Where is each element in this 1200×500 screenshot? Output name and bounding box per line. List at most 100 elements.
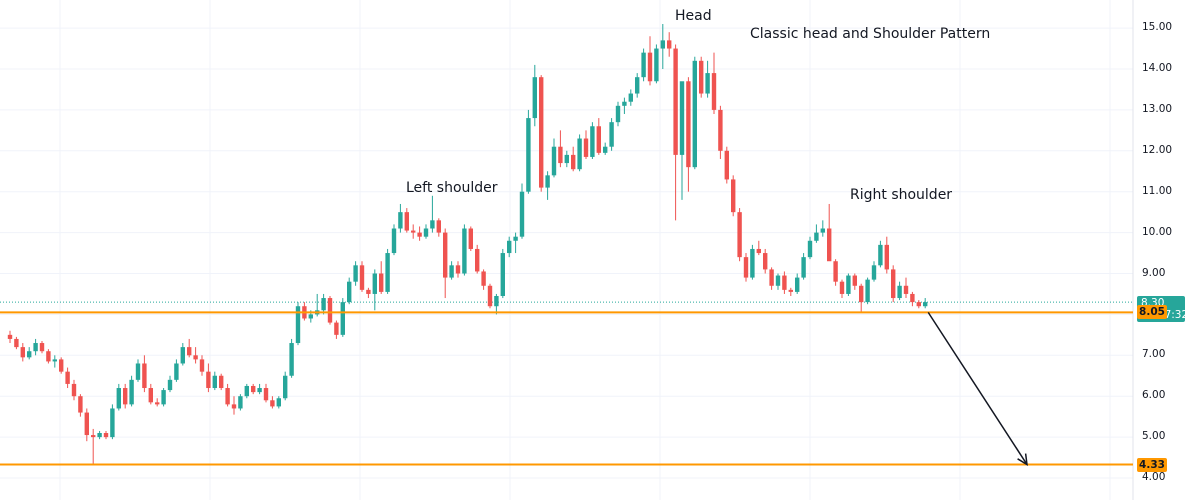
candle[interactable]: [532, 64, 537, 127]
candle[interactable]: [692, 56, 697, 170]
candle[interactable]: [359, 261, 365, 292]
candle[interactable]: [244, 383, 249, 399]
candle[interactable]: [155, 398, 160, 407]
candle[interactable]: [443, 228, 448, 299]
candle[interactable]: [187, 338, 192, 358]
candle[interactable]: [583, 130, 589, 159]
candle[interactable]: [769, 267, 774, 290]
candle[interactable]: [686, 77, 691, 192]
candle[interactable]: [97, 430, 102, 440]
candle[interactable]: [743, 253, 749, 282]
candle[interactable]: [148, 383, 153, 405]
candle[interactable]: [603, 142, 608, 155]
candle[interactable]: [615, 101, 621, 127]
candle[interactable]: [558, 130, 563, 168]
candle[interactable]: [295, 302, 301, 346]
candle[interactable]: [763, 248, 768, 274]
candle[interactable]: [449, 261, 454, 280]
candle[interactable]: [123, 383, 128, 409]
candle[interactable]: [628, 89, 633, 106]
candle[interactable]: [398, 203, 403, 233]
candle[interactable]: [673, 44, 678, 221]
candle[interactable]: [539, 75, 544, 192]
candle[interactable]: [71, 379, 77, 401]
candle[interactable]: [468, 226, 473, 252]
candle[interactable]: [251, 383, 256, 395]
candle[interactable]: [513, 232, 518, 254]
projection-arrow[interactable]: [927, 311, 1028, 466]
candle[interactable]: [795, 273, 800, 294]
candle[interactable]: [142, 355, 147, 393]
candle[interactable]: [225, 383, 230, 407]
candle[interactable]: [379, 261, 384, 294]
candle[interactable]: [199, 355, 205, 376]
candle[interactable]: [302, 302, 307, 321]
candle[interactable]: [78, 394, 83, 417]
candle[interactable]: [270, 396, 275, 409]
candle[interactable]: [827, 203, 832, 262]
candle[interactable]: [545, 171, 550, 200]
candle[interactable]: [679, 81, 685, 200]
candle[interactable]: [289, 338, 294, 378]
candle[interactable]: [238, 394, 243, 411]
candle[interactable]: [14, 336, 19, 350]
candle[interactable]: [839, 279, 845, 299]
candle[interactable]: [65, 367, 70, 389]
candle[interactable]: [699, 56, 704, 98]
candle[interactable]: [782, 271, 787, 294]
candle[interactable]: [737, 208, 742, 262]
candle[interactable]: [91, 428, 96, 464]
candle[interactable]: [385, 248, 390, 294]
candle[interactable]: [206, 363, 211, 393]
candle[interactable]: [174, 359, 179, 382]
candle[interactable]: [833, 259, 838, 286]
candle[interactable]: [372, 269, 377, 311]
candle[interactable]: [391, 224, 397, 256]
candle[interactable]: [455, 261, 461, 278]
candle[interactable]: [494, 293, 499, 315]
candle[interactable]: [257, 383, 262, 395]
candle[interactable]: [724, 146, 729, 184]
candle[interactable]: [801, 253, 806, 280]
candle[interactable]: [20, 343, 25, 362]
candle[interactable]: [180, 343, 185, 366]
candle[interactable]: [871, 261, 877, 282]
candle[interactable]: [103, 430, 109, 440]
candle[interactable]: [878, 240, 883, 268]
candle[interactable]: [27, 347, 32, 360]
candle[interactable]: [647, 36, 653, 86]
candle[interactable]: [404, 208, 409, 233]
candle[interactable]: [807, 236, 813, 260]
candle[interactable]: [46, 349, 51, 364]
candle[interactable]: [731, 175, 736, 217]
candle[interactable]: [340, 298, 345, 337]
candle[interactable]: [756, 240, 761, 256]
candle[interactable]: [135, 359, 141, 382]
candle[interactable]: [366, 287, 371, 299]
candle[interactable]: [916, 300, 921, 309]
candle[interactable]: [852, 273, 857, 290]
candle[interactable]: [52, 355, 57, 368]
candle[interactable]: [551, 138, 557, 178]
candle[interactable]: [475, 244, 480, 274]
candle[interactable]: [564, 150, 569, 168]
candle[interactable]: [865, 277, 870, 305]
candle[interactable]: [622, 97, 627, 114]
candle[interactable]: [487, 283, 493, 309]
candle[interactable]: [667, 32, 672, 57]
candle[interactable]: [276, 396, 281, 409]
candle[interactable]: [609, 118, 614, 151]
candle[interactable]: [263, 383, 269, 403]
candle[interactable]: [641, 48, 646, 82]
candle[interactable]: [820, 220, 825, 237]
candle[interactable]: [39, 340, 45, 354]
candle[interactable]: [526, 109, 531, 194]
candle[interactable]: [718, 105, 723, 159]
candle[interactable]: [705, 60, 710, 98]
candle[interactable]: [193, 347, 198, 364]
candle[interactable]: [590, 122, 595, 159]
candle[interactable]: [212, 371, 217, 391]
candle[interactable]: [59, 357, 64, 374]
